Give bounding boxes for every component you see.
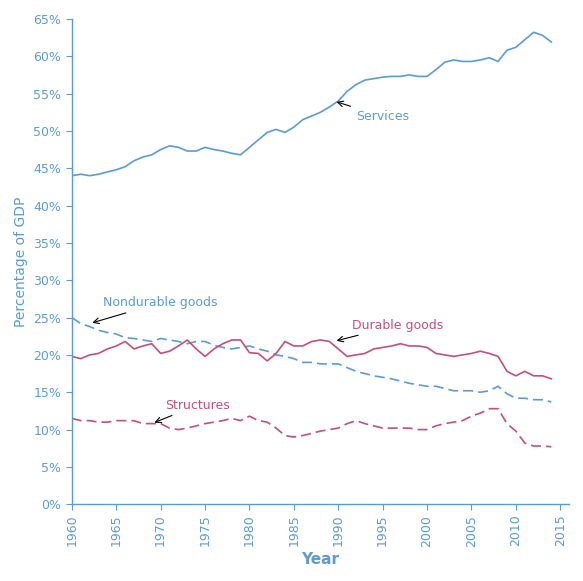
Text: Structures: Structures bbox=[156, 399, 230, 422]
Text: Nondurable goods: Nondurable goods bbox=[93, 296, 217, 324]
Text: Durable goods: Durable goods bbox=[338, 319, 443, 342]
Y-axis label: Percentage of GDP: Percentage of GDP bbox=[14, 196, 28, 327]
X-axis label: Year: Year bbox=[301, 552, 339, 567]
Text: Services: Services bbox=[338, 101, 409, 123]
